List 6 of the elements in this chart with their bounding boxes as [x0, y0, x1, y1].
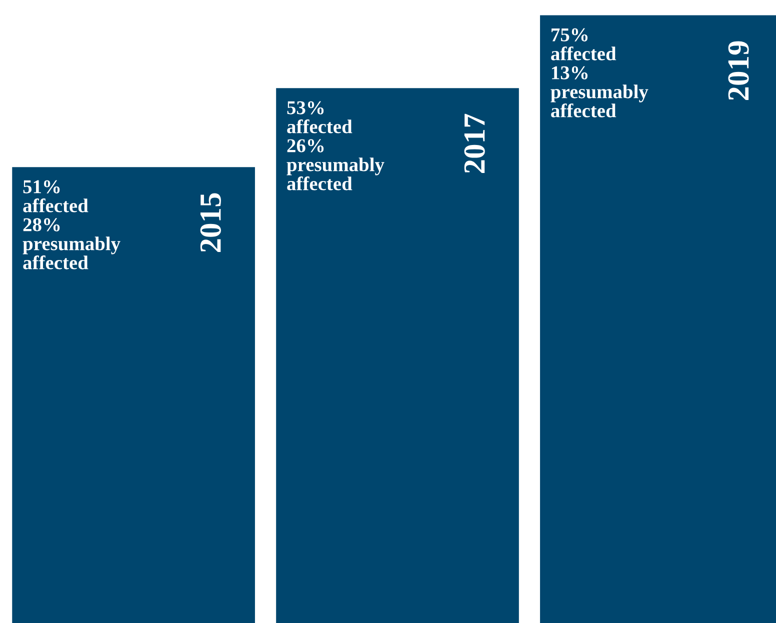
- annotation: 51% affected 28% presumably affected: [22, 180, 120, 270]
- x-tick-label: 2015: [200, 193, 221, 252]
- annotation: 53% affected 26% presumably affected: [286, 101, 384, 190]
- annotation: 75% affected 13% presumably affected: [550, 28, 648, 118]
- x-tick-label: 2019: [728, 41, 749, 100]
- x-tick-label: 2017: [464, 114, 485, 173]
